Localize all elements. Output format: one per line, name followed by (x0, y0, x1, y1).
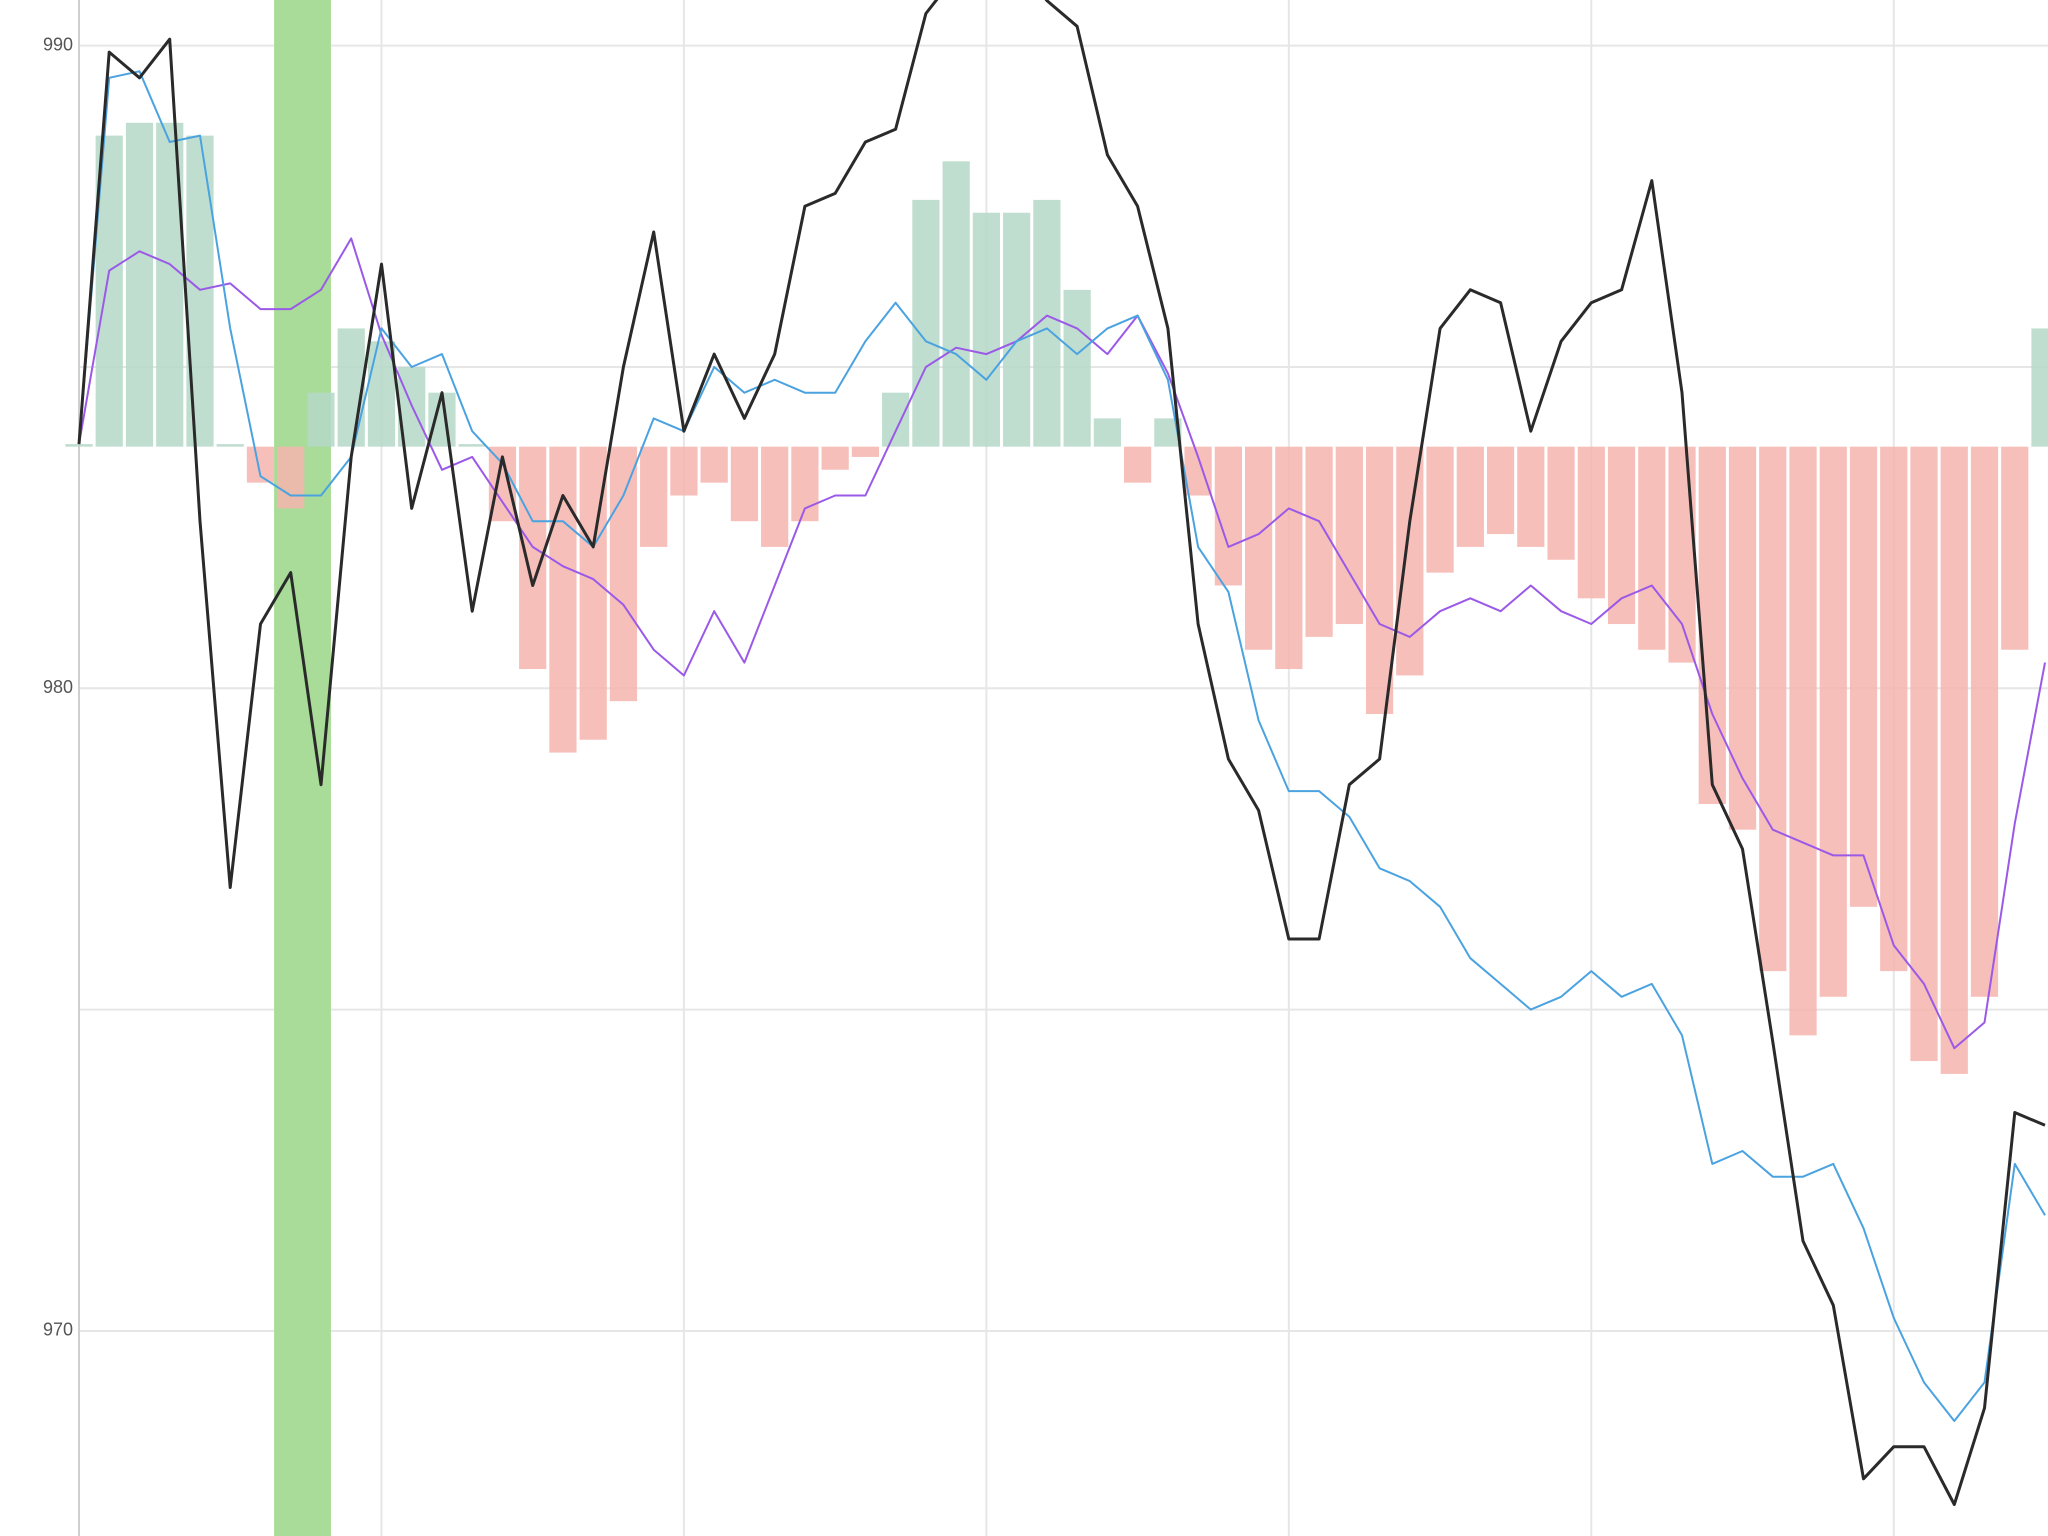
histogram-bar (1698, 446, 1726, 804)
histogram-bar (1093, 418, 1121, 447)
histogram-bar (1910, 446, 1938, 1062)
histogram-bar (1759, 446, 1787, 972)
histogram-bar (1456, 446, 1484, 547)
histogram-bar (609, 446, 638, 702)
histogram-bar (670, 446, 698, 496)
histogram-bar (942, 161, 970, 447)
histogram-bar (458, 444, 486, 447)
histogram-bar (307, 392, 335, 447)
histogram-bar (1335, 446, 1363, 625)
histogram-bar (2031, 328, 2048, 447)
histogram-bar (1547, 446, 1575, 560)
histogram-bar (821, 446, 849, 470)
histogram-bar (1003, 212, 1031, 447)
y-tick-label: 980 (43, 677, 73, 697)
histogram-bar (1063, 289, 1091, 447)
histogram-bar (1880, 446, 1908, 972)
histogram-bar (1577, 446, 1605, 599)
histogram-bar (700, 446, 728, 483)
histogram-bar (1426, 446, 1454, 573)
histogram-bar (1214, 446, 1242, 586)
histogram-bar (1668, 446, 1696, 663)
series-line (78, 70, 2046, 1422)
y-tick-label: 970 (43, 1320, 73, 1340)
histogram-bar (1638, 446, 1666, 650)
histogram-bar (882, 392, 910, 447)
histogram-bar (1486, 446, 1515, 535)
y-tick-label: 990 (43, 34, 73, 54)
histogram-bar (851, 446, 880, 457)
histogram-bar (549, 446, 577, 753)
histogram-bar (640, 446, 668, 547)
histogram-bar (1517, 446, 1545, 547)
series-line (77, 0, 2046, 1506)
histogram-bar (1396, 446, 1424, 676)
histogram-bar (1244, 446, 1273, 650)
histogram-bar (1940, 446, 1968, 1074)
histogram-bar (730, 446, 759, 522)
histogram-bar (1970, 446, 1999, 997)
histogram-bar (1849, 446, 1878, 907)
histogram-bar (1124, 446, 1152, 483)
histogram-bar (277, 446, 305, 509)
histogram-bar (216, 444, 244, 447)
histogram-bar (972, 212, 1000, 447)
histogram-bar (1305, 446, 1333, 637)
series-line (78, 237, 2046, 1050)
histogram-bar (367, 341, 396, 447)
histogram-bar (1728, 446, 1757, 830)
histogram-bar (1789, 446, 1817, 1036)
histogram-bar (1365, 446, 1394, 715)
histogram-bar (1275, 446, 1303, 670)
histogram-bar (761, 446, 789, 547)
histogram-bar (1819, 446, 1847, 997)
histogram-bar (125, 122, 154, 447)
histogram-bar (337, 328, 365, 447)
histogram-bar (912, 199, 940, 447)
histogram-bar (186, 135, 214, 447)
histogram-bar (65, 444, 93, 447)
histogram-bar (2001, 446, 2029, 650)
